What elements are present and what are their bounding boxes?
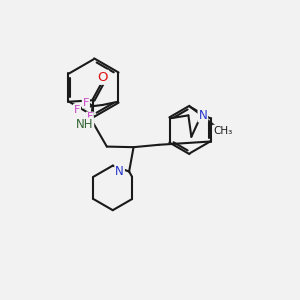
Text: N: N — [115, 165, 124, 178]
Text: F: F — [87, 112, 93, 122]
Text: N: N — [198, 109, 207, 122]
Text: NH: NH — [76, 118, 93, 131]
Text: O: O — [98, 71, 108, 84]
Text: F: F — [74, 105, 80, 115]
Text: F: F — [83, 98, 89, 108]
Text: CH₃: CH₃ — [213, 125, 233, 136]
